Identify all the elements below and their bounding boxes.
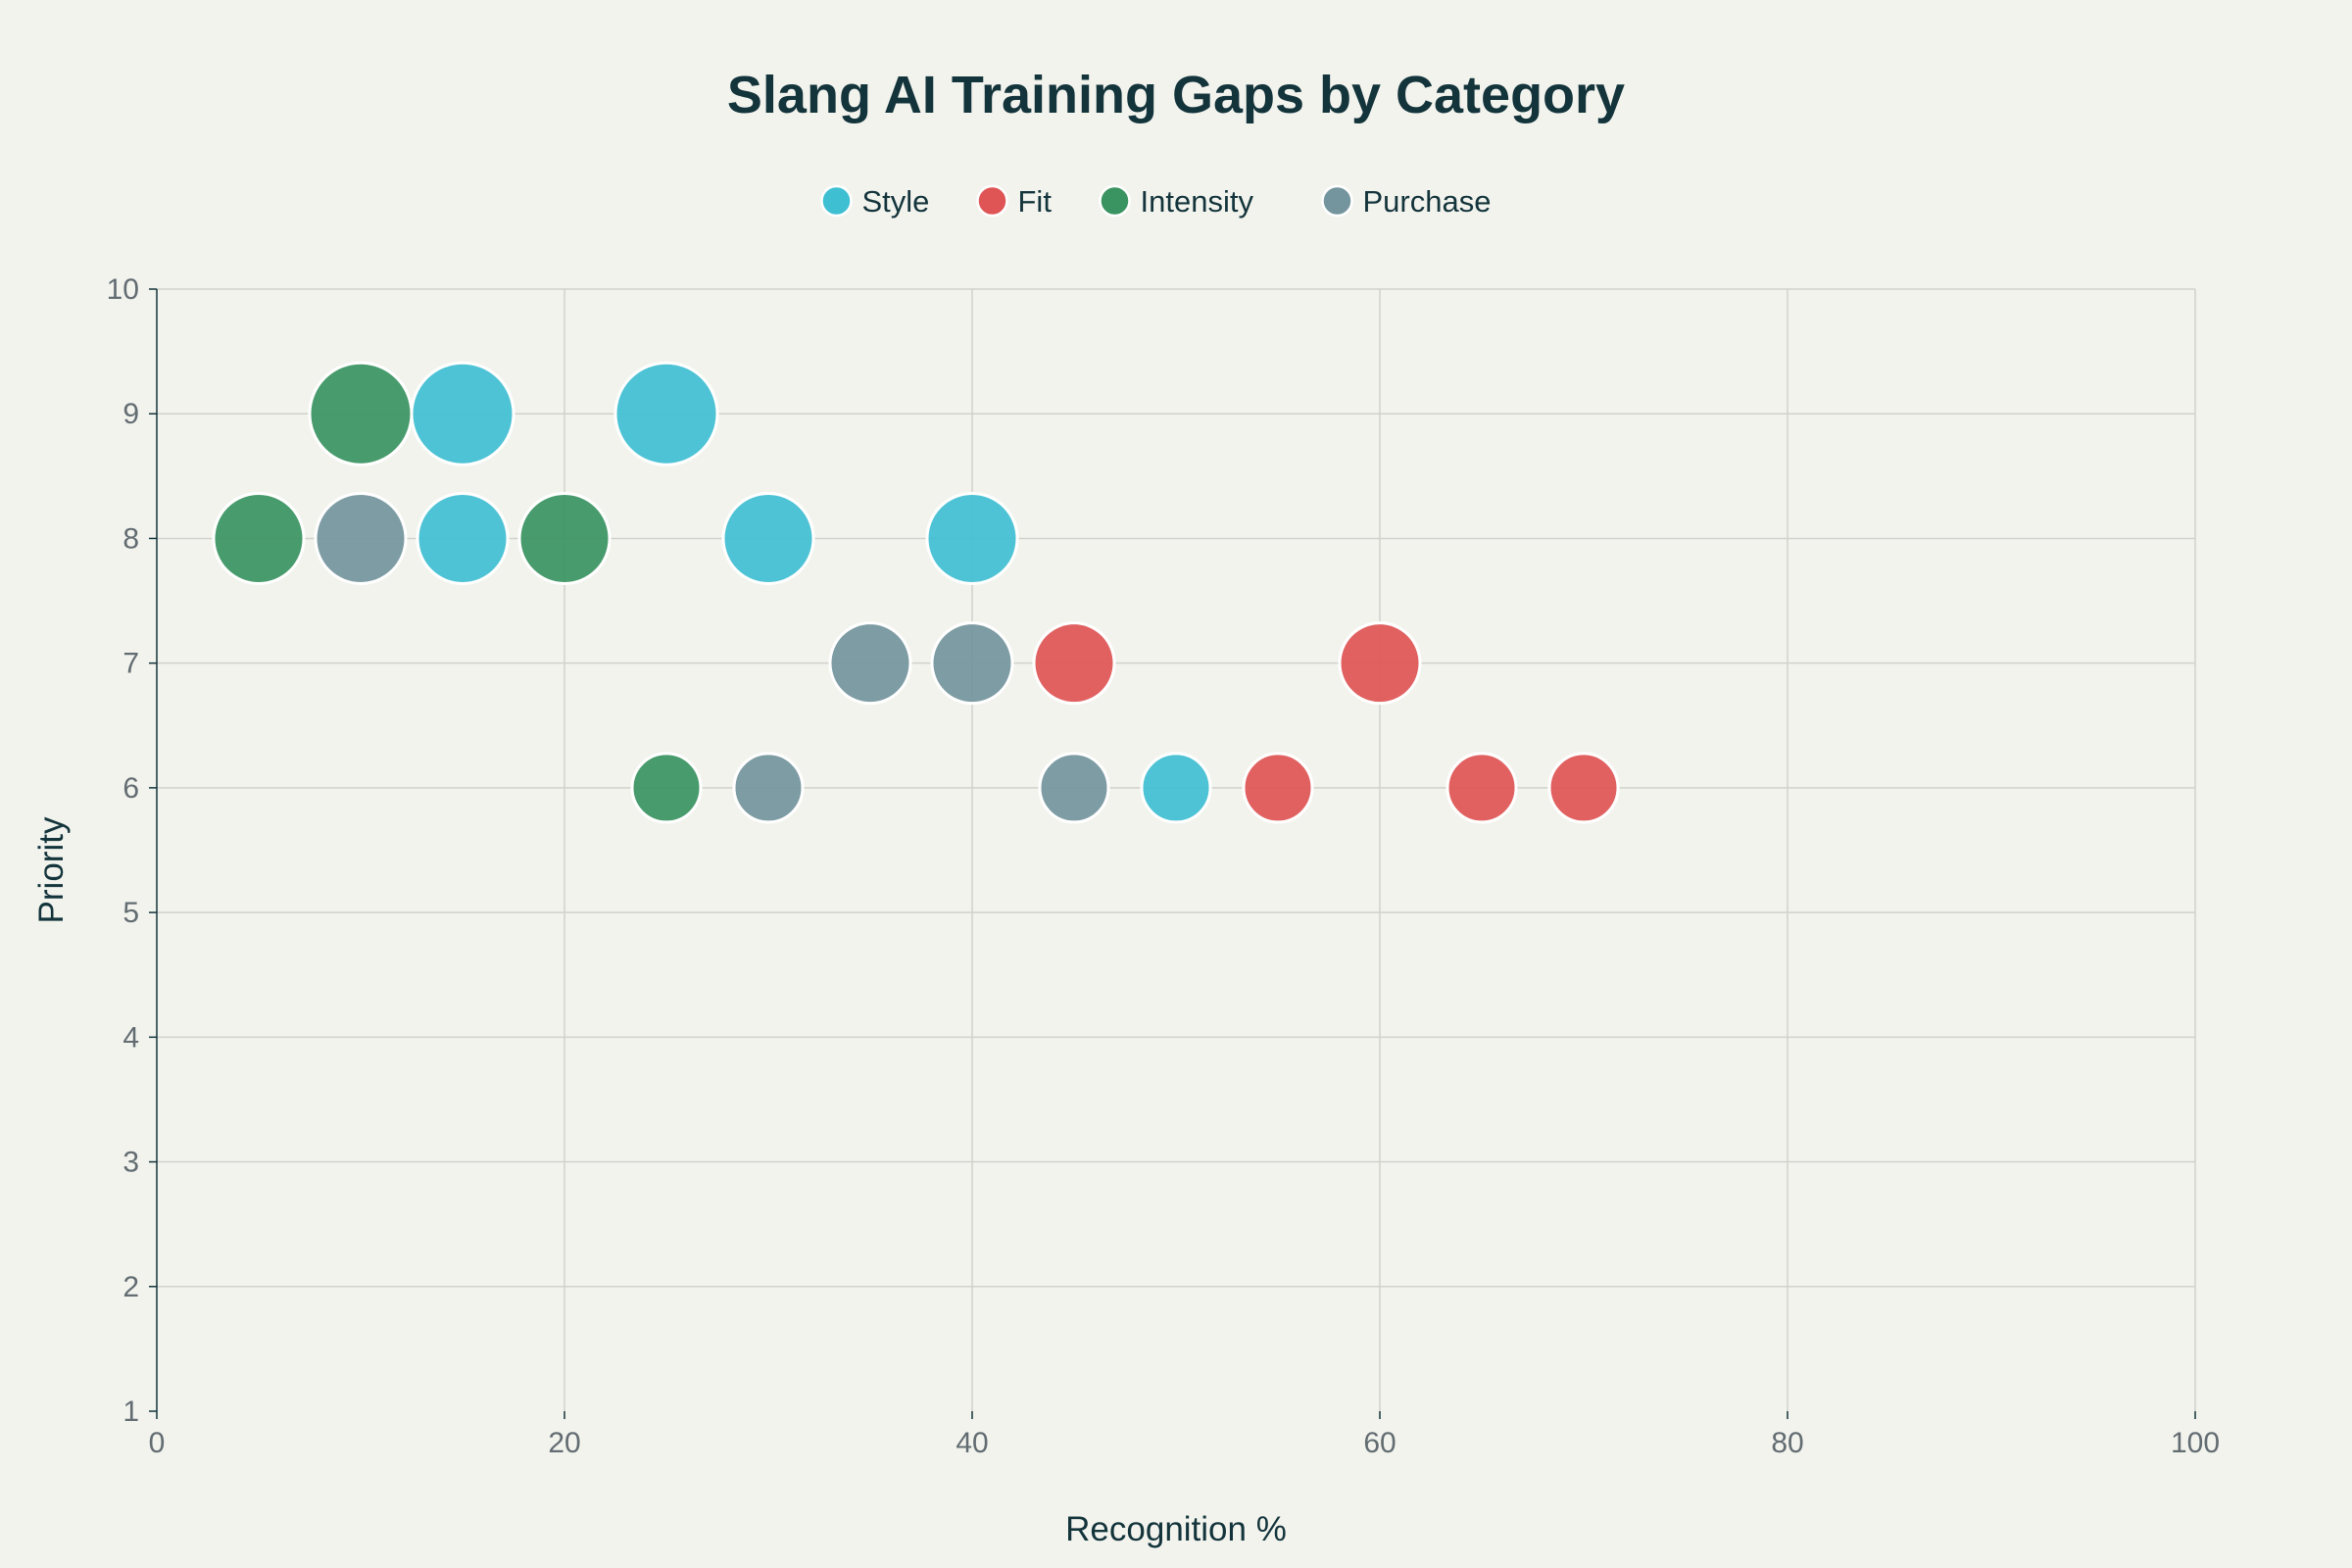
legend-marker — [820, 184, 853, 218]
y-tick-label: 2 — [122, 1271, 139, 1303]
bubble-point-style[interactable] — [416, 491, 510, 585]
bubble-point-purchase[interactable] — [314, 491, 408, 585]
y-tick-label: 5 — [122, 897, 139, 929]
y-tick-label: 7 — [122, 648, 139, 680]
y-tick-label: 6 — [122, 772, 139, 805]
bubble-point-intensity[interactable] — [517, 491, 612, 585]
bubble-point-purchase[interactable] — [732, 752, 805, 824]
bubble-point-style[interactable] — [613, 361, 719, 466]
legend-label: Style — [862, 184, 930, 219]
y-tick-label: 3 — [122, 1147, 139, 1179]
x-tick-label: 80 — [1771, 1427, 1803, 1459]
bubble-point-style[interactable] — [410, 361, 515, 466]
x-tick-label: 60 — [1363, 1427, 1396, 1459]
legend: Style Fit Intensity Purchase — [820, 184, 1492, 219]
bubble-point-purchase[interactable] — [930, 621, 1014, 706]
bubble-point-fit[interactable] — [1242, 752, 1314, 824]
bubble-point-intensity[interactable] — [308, 361, 414, 466]
legend-item-purchase[interactable]: Purchase — [1321, 184, 1492, 219]
chart-title: Slang AI Training Gaps by Category — [727, 66, 1625, 124]
y-axis-title: Priority — [32, 816, 71, 923]
legend-marker — [1099, 184, 1131, 218]
legend-item-style[interactable]: Style — [820, 184, 930, 219]
legend-label: Fit — [1018, 184, 1053, 219]
legend-item-intensity[interactable]: Intensity — [1099, 184, 1254, 219]
y-tick-label: 10 — [107, 273, 139, 306]
bubble-point-fit[interactable] — [1446, 752, 1518, 824]
x-tick-label: 20 — [548, 1427, 580, 1459]
bubble-point-fit[interactable] — [1338, 621, 1422, 706]
legend-label: Purchase — [1363, 184, 1492, 219]
y-tick-label: 4 — [122, 1021, 139, 1054]
bubble-point-style[interactable] — [1140, 752, 1212, 824]
legend-marker — [976, 184, 1008, 218]
bubble-point-purchase[interactable] — [828, 621, 912, 706]
bubble-point-purchase[interactable] — [1038, 752, 1110, 824]
bubble-point-intensity[interactable] — [212, 491, 306, 585]
bubble-point-style[interactable] — [925, 491, 1019, 585]
x-tick-label: 0 — [149, 1427, 166, 1459]
bubble-point-intensity[interactable] — [630, 752, 703, 824]
y-tick-label: 8 — [122, 522, 139, 555]
x-tick-label: 100 — [2171, 1427, 2220, 1459]
y-tick-label: 1 — [122, 1396, 139, 1428]
bubble-point-style[interactable] — [721, 491, 815, 585]
legend-item-fit[interactable]: Fit — [976, 184, 1053, 219]
data-points — [212, 361, 1620, 824]
x-axis-title: Recognition % — [1065, 1510, 1287, 1548]
legend-label: Intensity — [1141, 184, 1254, 219]
legend-marker — [1321, 184, 1353, 218]
x-tick-label: 40 — [956, 1427, 988, 1459]
bubble-point-fit[interactable] — [1547, 752, 1620, 824]
y-tick-label: 9 — [122, 398, 139, 430]
bubble-point-fit[interactable] — [1032, 621, 1116, 706]
